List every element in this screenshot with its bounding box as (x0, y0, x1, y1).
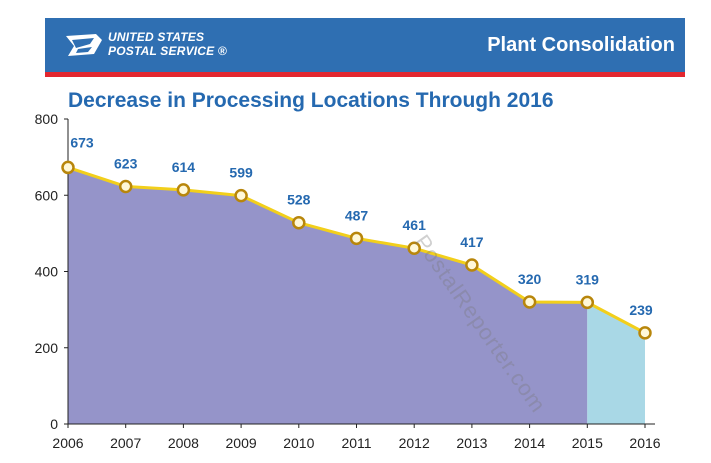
logo-text-line2: POSTAL SERVICE ® (108, 44, 227, 58)
x-tick-label: 2007 (110, 435, 141, 451)
data-point (349, 231, 364, 246)
area-layer (68, 167, 645, 424)
data-label: 599 (229, 165, 253, 181)
y-tick-label: 600 (35, 187, 59, 203)
data-label: 614 (172, 159, 196, 175)
y-tick-label: 0 (50, 416, 58, 432)
data-point (61, 160, 75, 175)
data-point (638, 326, 652, 340)
data-point (176, 183, 191, 197)
data-label: 319 (576, 271, 600, 287)
x-tick-label: 2013 (456, 435, 487, 451)
axis-layer: 0 200 400 600 800 2006 2007 2008 2009 2010 2011 201… (35, 111, 661, 451)
data-label: 487 (345, 207, 369, 223)
logo-text-line1: UNITED STATES (108, 30, 205, 44)
data-label: 461 (403, 217, 427, 233)
x-tick-label: 2012 (399, 435, 430, 451)
label-layer: 673 623 614 599 528 487 461 417 320 319 239 (70, 134, 653, 317)
data-label: 320 (518, 271, 542, 287)
data-point (522, 295, 537, 309)
data-label: 417 (460, 234, 484, 250)
data-point (407, 241, 421, 255)
data-point (580, 295, 595, 310)
area-actual (68, 167, 588, 424)
data-point (292, 215, 306, 230)
header-accent-stripe (45, 72, 685, 77)
y-tick-label: 400 (35, 264, 59, 280)
area-projected (587, 302, 645, 424)
y-tick-label: 800 (35, 111, 59, 127)
x-tick-label: 2014 (514, 435, 545, 451)
point-layer (61, 160, 652, 340)
x-tick-label: 2015 (572, 435, 603, 451)
data-label: 239 (629, 302, 653, 318)
data-point (118, 179, 133, 194)
x-tick-label: 2009 (226, 435, 257, 451)
data-point (465, 258, 479, 272)
y-tick-label: 200 (35, 340, 59, 356)
chart-title: Decrease in Processing Locations Through… (68, 89, 554, 112)
header-banner (45, 18, 685, 73)
eagle-icon (66, 34, 102, 56)
x-tick-label: 2006 (52, 435, 83, 451)
data-label: 623 (114, 155, 138, 171)
x-tick-label: 2008 (168, 435, 199, 451)
page-title: Plant Consolidation (487, 34, 675, 56)
data-label: 673 (70, 134, 94, 150)
x-tick-label: 2016 (629, 435, 660, 451)
data-label: 528 (287, 192, 311, 208)
x-tick-label: 2011 (341, 435, 371, 451)
x-tick-label: 2010 (283, 435, 314, 451)
data-point (234, 188, 248, 203)
usps-logo: UNITED STATES POSTAL SERVICE ® (60, 28, 250, 64)
